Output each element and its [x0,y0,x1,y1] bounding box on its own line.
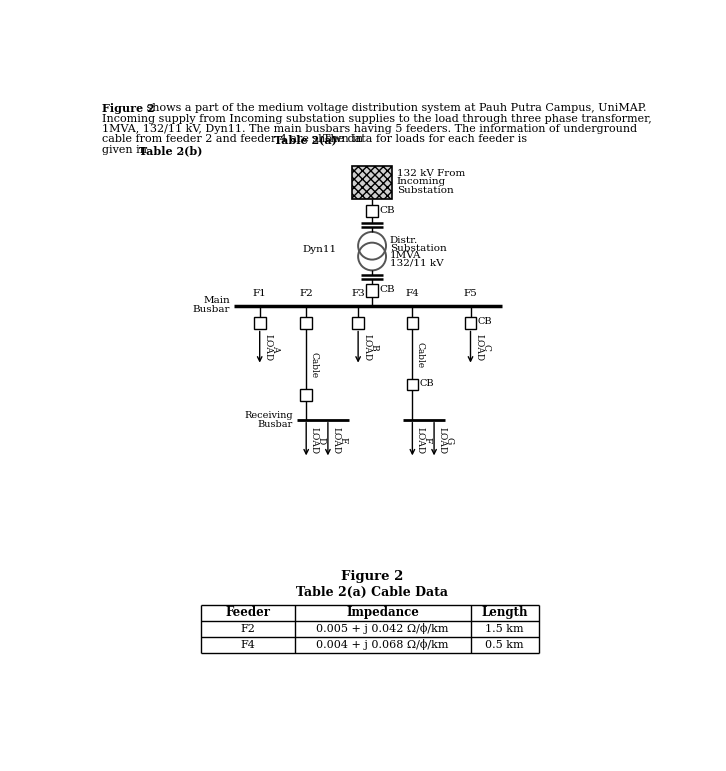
Text: F: F [423,437,431,444]
Text: 1MVA: 1MVA [390,251,421,261]
Text: Length: Length [481,606,528,619]
Text: Incoming supply from Incoming substation supplies to the load through three phas: Incoming supply from Incoming substation… [102,113,651,123]
Bar [366,284,378,297]
Text: LOAD: LOAD [415,427,425,454]
Text: C: C [481,345,491,352]
Text: F2: F2 [299,289,313,298]
Text: 0.004 + j 0.068 Ω/ϕ/km: 0.004 + j 0.068 Ω/ϕ/km [317,639,449,651]
Bar [407,379,418,390]
Text: LOAD: LOAD [362,334,371,362]
Text: . The data for loads for each feeder is: . The data for loads for each feeder is [317,134,527,144]
Bar [407,317,418,328]
Text: shows a part of the medium voltage distribution system at Pauh Putra Campus, Uni: shows a part of the medium voltage distr… [144,103,647,113]
Text: E: E [338,437,347,444]
Text: Substation: Substation [397,186,454,195]
Bar [352,167,392,199]
Bar [366,205,378,217]
Text: Figure 2: Figure 2 [102,103,154,114]
Text: Main: Main [203,296,230,305]
Text: Feeder: Feeder [225,606,270,619]
Text: CB: CB [420,379,434,388]
Text: 1MVA, 132/11 kV, Dyn11. The main busbars having 5 feeders. The information of un: 1MVA, 132/11 kV, Dyn11. The main busbars… [102,124,637,134]
Text: Substation: Substation [390,244,446,253]
Text: F4: F4 [240,640,255,650]
Text: Receiving: Receiving [245,411,293,419]
Text: F4: F4 [406,289,419,298]
Text: F2: F2 [240,624,255,634]
Text: CB: CB [380,285,396,295]
Text: Busbar: Busbar [192,305,230,314]
Text: given in: given in [102,145,150,155]
Text: Busbar: Busbar [258,420,293,429]
Text: LOAD: LOAD [437,427,446,454]
Text: .: . [182,145,185,155]
Text: 132/11 kV: 132/11 kV [390,259,444,268]
Text: LOAD: LOAD [475,334,484,362]
Text: LOAD: LOAD [264,334,273,362]
Text: Table 2(b): Table 2(b) [139,145,202,156]
Text: Figure 2: Figure 2 [341,570,403,583]
Text: Impedance: Impedance [346,606,419,619]
Text: G: G [444,437,453,444]
Text: Table 2(a): Table 2(a) [274,134,336,146]
Text: CB: CB [478,318,492,326]
Bar [352,317,364,328]
Bar [301,317,312,328]
Text: 1.5 km: 1.5 km [485,624,524,634]
Text: F3: F3 [351,289,365,298]
Text: A: A [271,345,280,351]
Text: 0.5 km: 0.5 km [485,640,524,650]
Text: Dyn11: Dyn11 [302,245,336,254]
Text: B: B [369,345,378,351]
Text: Incoming: Incoming [397,177,446,187]
Bar [465,317,476,328]
Text: Distr.: Distr. [390,236,418,245]
Text: 132 kV From: 132 kV From [397,169,465,178]
Text: LOAD: LOAD [309,427,319,454]
Text: 0.005 + j 0.042 Ω/ϕ/km: 0.005 + j 0.042 Ω/ϕ/km [317,623,449,635]
Bar [301,389,312,400]
Text: D: D [317,437,325,444]
Text: F5: F5 [464,289,478,298]
Bar [254,317,266,328]
Text: LOAD: LOAD [331,427,340,454]
Text: Table 2(a) Cable Data: Table 2(a) Cable Data [296,586,448,599]
Text: Cable: Cable [415,342,425,369]
Text: F1: F1 [253,289,266,298]
Text: Cable: Cable [309,352,319,379]
Text: CB: CB [380,206,396,215]
Text: cable from feeder 2 and feeder 4 are shown in: cable from feeder 2 and feeder 4 are sho… [102,134,366,144]
